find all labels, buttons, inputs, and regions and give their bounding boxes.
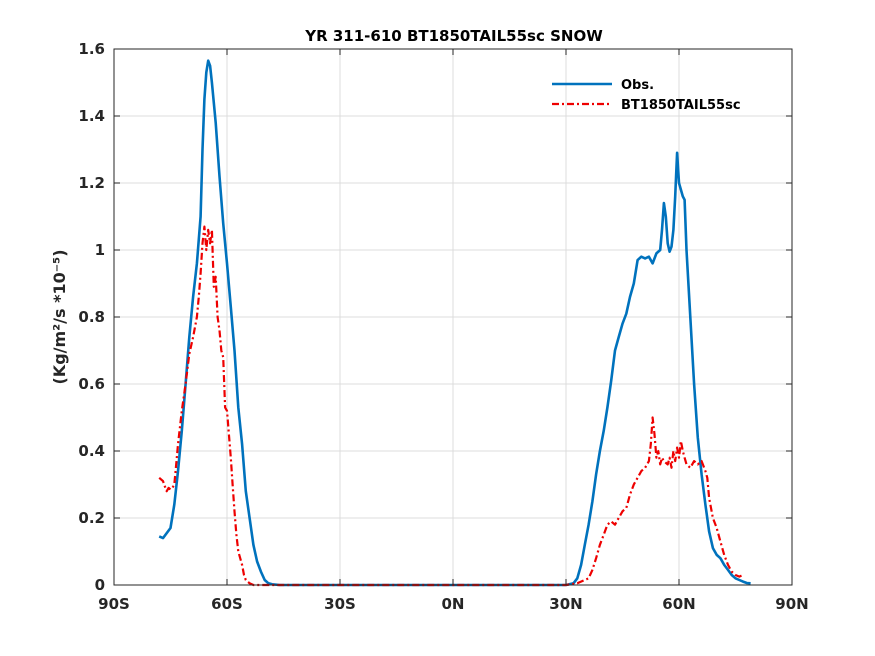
series-layer — [158, 59, 751, 587]
series-line-obs — [158, 59, 751, 587]
y-tick-label: 0.8 — [78, 308, 105, 326]
axes — [113, 48, 793, 586]
x-tick-labels: 90S 60S 30S 0N 30N 60N 90N — [98, 595, 809, 613]
y-tick-label: 1.6 — [78, 40, 105, 58]
y-tick-label: 1 — [95, 241, 105, 259]
x-tick-label: 60S — [211, 595, 243, 613]
x-tick-label: 90N — [775, 595, 808, 613]
y-tick-label: 1.2 — [78, 174, 105, 192]
legend: Obs. BT1850TAIL55sc — [552, 78, 741, 113]
x-tick-label: 90S — [98, 595, 130, 613]
x-tick-label: 60N — [662, 595, 695, 613]
legend-label-obs: Obs. — [621, 78, 654, 93]
y-tick-label: 0 — [95, 576, 105, 594]
y-tick-label: 0.4 — [78, 442, 105, 460]
y-tick-label: 0.2 — [78, 509, 105, 527]
x-tick-label: 30N — [549, 595, 582, 613]
y-tick-labels: 0 0.2 0.4 0.6 0.8 1 1.2 1.4 1.6 — [78, 40, 105, 594]
x-tick-label: 30S — [324, 595, 356, 613]
x-tick-label: 0N — [442, 595, 465, 613]
y-tick-label: 0.6 — [78, 375, 105, 393]
y-tick-label: 1.4 — [78, 107, 105, 125]
legend-label-model: BT1850TAIL55sc — [621, 98, 741, 113]
y-axis-label: (Kg/m²/s *10⁻⁵) — [50, 249, 69, 384]
chart-title: YR 311-610 BT1850TAIL55sc SNOW — [304, 27, 603, 45]
series-line-model — [158, 225, 744, 587]
